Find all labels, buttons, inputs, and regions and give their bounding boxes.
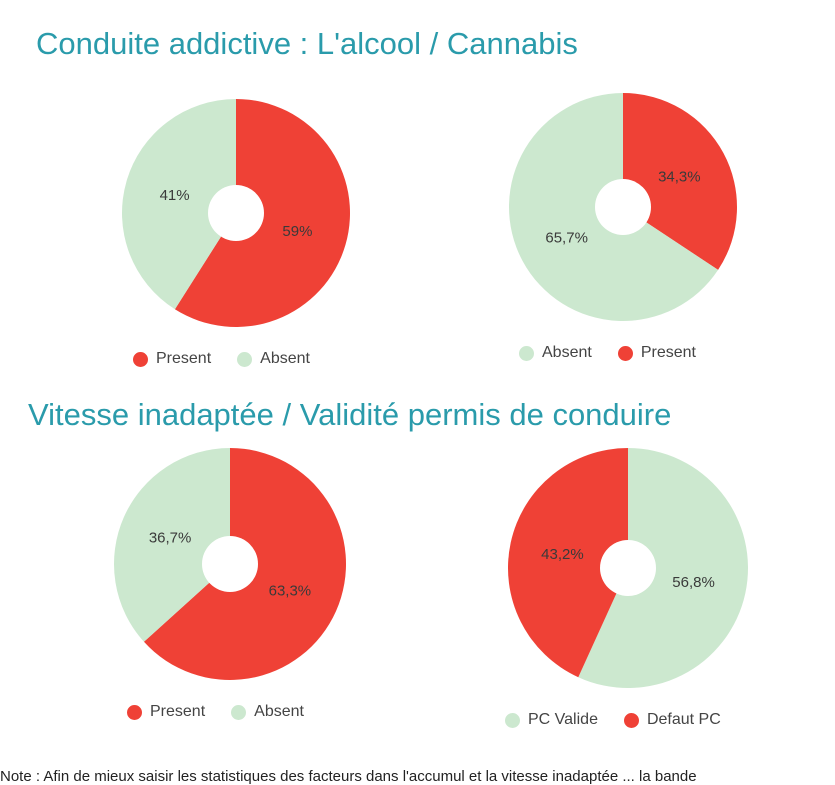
legend-label: Absent	[542, 344, 592, 361]
pie-slice-absent	[113, 448, 230, 642]
legend-dot	[519, 345, 534, 361]
legend-permis: PC Valide Defaut PC	[505, 711, 721, 729]
legend-label: Absent	[254, 703, 304, 720]
legend-item-absent: Absent	[519, 344, 592, 362]
legend-item-defaut-pc: Defaut PC	[623, 711, 721, 729]
slice-label: 65,7%	[545, 229, 588, 246]
legend-label: Present	[150, 703, 206, 720]
pie-chart-vitesse: 63,3% 36,7%	[113, 448, 346, 680]
legend-alcool: Present Absent	[133, 350, 310, 368]
legend-label: Present	[640, 344, 696, 361]
legend-label: Present	[156, 350, 212, 367]
legend-dot	[237, 351, 253, 367]
slice-label: 56,8%	[672, 574, 715, 591]
legend-label: PC Valide	[528, 711, 598, 728]
legend-item-present: Present	[617, 344, 696, 362]
pie-slice-absent	[122, 99, 236, 310]
slice-label: 41%	[160, 187, 190, 204]
legend-dot	[133, 351, 148, 367]
donut-hole	[600, 540, 656, 596]
legend-dot	[623, 712, 639, 728]
legend-dot	[617, 345, 633, 361]
section-title-alcool-cannabis: Conduite addictive : L'alcool / Cannabis	[36, 26, 578, 61]
slice-label: 34,3%	[658, 169, 701, 186]
slice-label: 63,3%	[269, 583, 312, 600]
legend-dot	[127, 704, 142, 720]
legend-dot	[505, 712, 520, 728]
section-title-vitesse-permis: Vitesse inadaptée / Validité permis de c…	[28, 397, 672, 432]
slice-label: 59%	[282, 223, 312, 240]
legend-label: Absent	[260, 350, 310, 367]
legend-item-absent: Absent	[237, 350, 310, 368]
legend-item-present: Present	[127, 703, 205, 721]
legend-dot	[231, 704, 247, 720]
pie-slice-pc-valide	[578, 448, 749, 689]
slice-label: 36,7%	[149, 529, 192, 546]
legend-label: Defaut PC	[646, 711, 721, 728]
pie-chart-cannabis: 34,3% 65,7%	[509, 93, 737, 321]
donut-hole	[208, 185, 264, 241]
legend-cannabis: Absent Present	[519, 344, 696, 362]
legend-item-pc-valide: PC Valide	[505, 711, 598, 729]
pie-slice-defaut-pc	[508, 448, 628, 678]
legend-item-present: Present	[133, 350, 211, 368]
donut-hole	[595, 179, 651, 235]
pie-slice-present	[623, 93, 737, 270]
pie-chart-alcool: 59% 41%	[122, 99, 351, 327]
donut-hole	[202, 536, 258, 592]
legend-item-absent: Absent	[231, 703, 304, 721]
legend-vitesse: Present Absent	[127, 703, 304, 721]
pie-chart-permis: 56,8% 43,2%	[508, 448, 749, 689]
footnote: Note : Afin de mieux saisir les statisti…	[0, 768, 697, 785]
slice-label: 43,2%	[541, 546, 584, 563]
